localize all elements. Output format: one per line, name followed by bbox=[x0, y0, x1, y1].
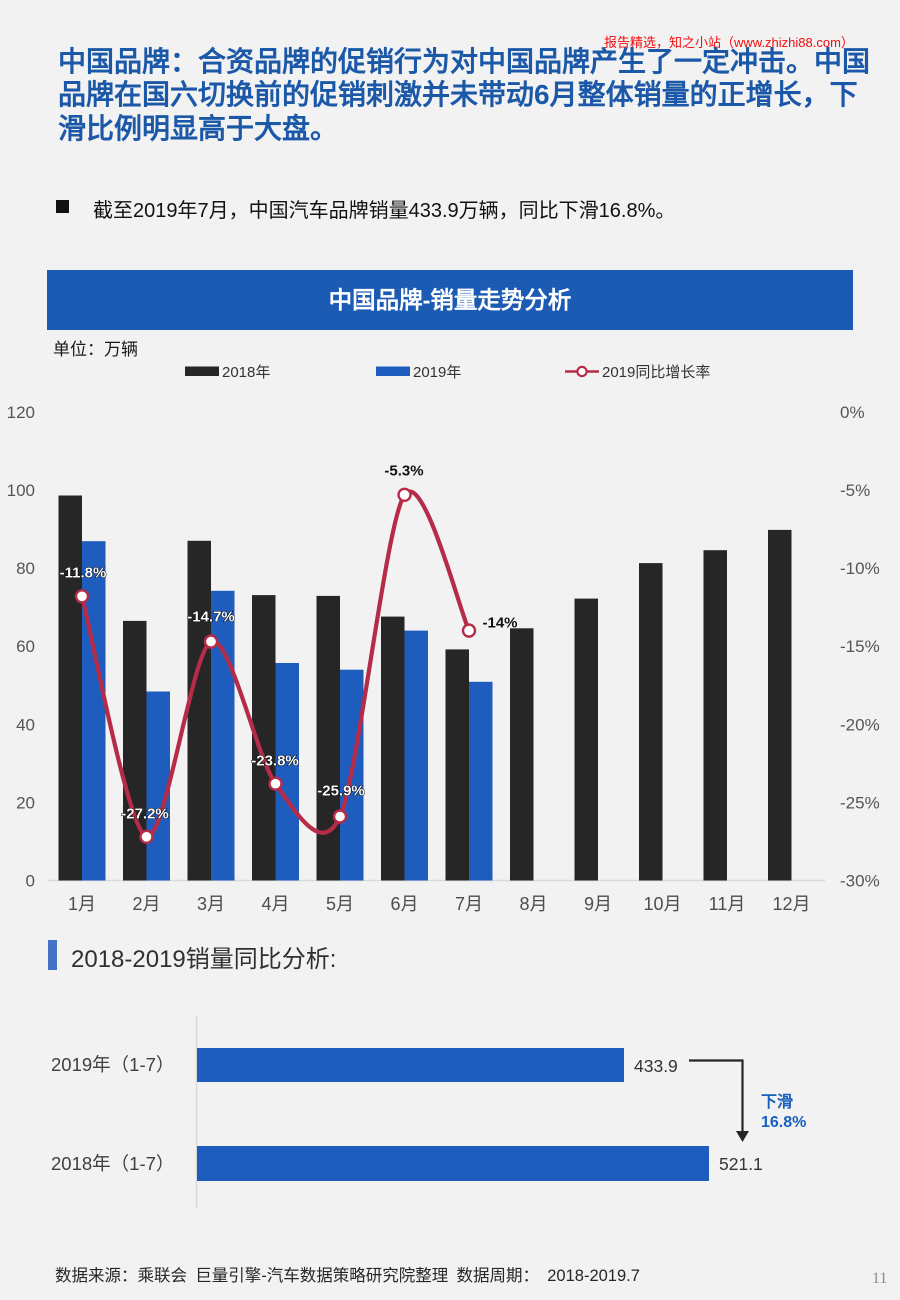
svg-text:0: 0 bbox=[26, 872, 35, 891]
svg-text:-20%: -20% bbox=[840, 715, 880, 734]
svg-text:10月: 10月 bbox=[643, 894, 681, 914]
svg-text:12月: 12月 bbox=[772, 894, 810, 914]
svg-text:-27.2%: -27.2% bbox=[121, 805, 169, 822]
svg-text:20: 20 bbox=[16, 793, 35, 812]
svg-text:16.8%: 16.8% bbox=[761, 1114, 806, 1131]
svg-text:2019年: 2019年 bbox=[413, 364, 461, 381]
svg-text:11月: 11月 bbox=[709, 894, 746, 914]
svg-text:6月: 6月 bbox=[390, 894, 418, 914]
svg-text:80: 80 bbox=[16, 559, 35, 578]
svg-text:8月: 8月 bbox=[519, 894, 547, 914]
svg-text:-14%: -14% bbox=[482, 614, 517, 631]
svg-text:2018年: 2018年 bbox=[222, 364, 270, 381]
svg-text:60: 60 bbox=[16, 637, 35, 656]
svg-text:-14.7%: -14.7% bbox=[187, 608, 235, 625]
svg-text:-25.9%: -25.9% bbox=[317, 782, 365, 799]
svg-text:-11.8%: -11.8% bbox=[60, 564, 107, 581]
svg-text:2019年（1-7）: 2019年（1-7） bbox=[51, 1054, 174, 1075]
svg-text:1月: 1月 bbox=[68, 894, 96, 914]
svg-text:100: 100 bbox=[7, 481, 35, 500]
svg-text:40: 40 bbox=[16, 715, 35, 734]
svg-text:-15%: -15% bbox=[840, 637, 880, 656]
svg-text:2月: 2月 bbox=[132, 894, 160, 914]
svg-text:433.9: 433.9 bbox=[634, 1056, 678, 1076]
svg-text:-10%: -10% bbox=[840, 559, 880, 578]
svg-text:0%: 0% bbox=[840, 403, 865, 422]
svg-text:-25%: -25% bbox=[840, 793, 880, 812]
svg-text:2018年（1-7）: 2018年（1-7） bbox=[51, 1153, 174, 1174]
svg-text:-23.8%: -23.8% bbox=[251, 752, 299, 769]
svg-text:7月: 7月 bbox=[455, 894, 483, 914]
svg-text:9月: 9月 bbox=[584, 894, 612, 914]
svg-text:5月: 5月 bbox=[326, 894, 354, 914]
svg-text:120: 120 bbox=[7, 403, 35, 422]
svg-text:521.1: 521.1 bbox=[719, 1154, 763, 1174]
svg-text:-5.3%: -5.3% bbox=[384, 462, 423, 479]
svg-text:-5%: -5% bbox=[840, 481, 870, 500]
svg-text:2019同比增长率: 2019同比增长率 bbox=[602, 364, 710, 381]
svg-text:下滑: 下滑 bbox=[761, 1093, 793, 1111]
svg-text:-30%: -30% bbox=[840, 872, 880, 891]
svg-text:3月: 3月 bbox=[197, 894, 225, 914]
svg-text:4月: 4月 bbox=[261, 894, 289, 914]
